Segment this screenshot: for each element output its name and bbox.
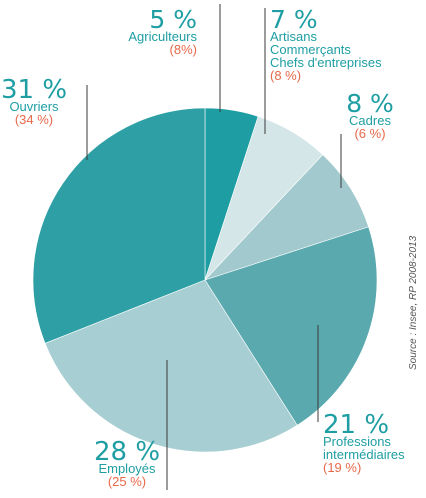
slice-label-3-0: Professions — [323, 434, 391, 449]
slice-previous-value-5: (34 %) — [15, 112, 53, 127]
pie-slice-5 — [32, 107, 206, 344]
slice-value-5: 31 % — [1, 75, 67, 105]
slice-label-1-1: Commerçants — [270, 42, 351, 57]
leader-lines — [86, 4, 342, 490]
slice-value-4: 28 % — [94, 437, 160, 467]
slice-previous-value-1: (8 %) — [270, 68, 301, 83]
slice-previous-value-3: (19 %) — [323, 460, 361, 475]
slice-label-4-0: Employés — [98, 461, 156, 476]
slice-label-5-0: Ouvriers — [9, 99, 59, 114]
slice-label-1-2: Chefs d'entreprises — [270, 55, 382, 70]
slice-previous-value-4: (25 %) — [108, 474, 146, 489]
slice-value-2: 8 % — [346, 89, 394, 118]
slice-labels: 5 %Agriculteurs(8%) 7 %ArtisansCommerçant… — [1, 5, 405, 489]
slice-label-0-0: Agriculteurs — [128, 29, 197, 44]
slice-label-1-0: Artisans — [270, 29, 317, 44]
slice-value-3: 21 % — [323, 410, 389, 440]
slice-previous-value-0: (8%) — [170, 42, 197, 57]
slice-value-1: 7 % — [270, 5, 318, 34]
source-note: Source : Insee, RP 2008-2013 — [408, 235, 419, 370]
slice-label-3-1: intermédiaires — [323, 447, 405, 462]
pie-slice-3 — [204, 226, 378, 426]
slice-value-0: 5 % — [149, 5, 197, 34]
pie-slices — [32, 107, 378, 453]
slice-previous-value-2: (6 %) — [354, 126, 385, 141]
slice-label-2-0: Cadres — [349, 113, 391, 128]
pie-slice-4 — [44, 279, 298, 453]
